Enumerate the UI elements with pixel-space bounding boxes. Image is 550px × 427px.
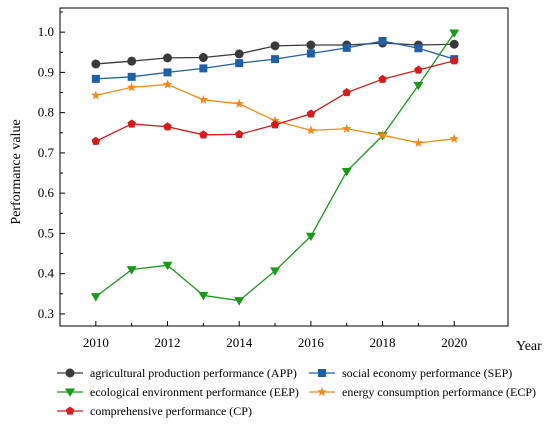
y-tick-label: 0.3 <box>38 306 54 321</box>
legend-item: comprehensive performance (CP) <box>57 404 252 418</box>
plot-frame <box>59 7 509 327</box>
data-point <box>377 130 388 140</box>
data-point <box>341 167 352 177</box>
x-tick-label: 2016 <box>298 335 325 350</box>
data-point <box>91 136 101 145</box>
series-3 <box>90 29 460 306</box>
series-line <box>95 83 455 144</box>
series-layer <box>90 29 460 306</box>
data-point <box>127 119 136 128</box>
x-axis-title: Year <box>516 339 542 354</box>
data-point <box>306 40 316 50</box>
series-1 <box>91 38 459 69</box>
data-point <box>306 109 316 118</box>
x-tick-label: 2020 <box>441 335 467 350</box>
legend: agricultural production performance (APP… <box>57 366 536 418</box>
x-axis: 2010 2012 2014 2016 2018 2020 <box>83 321 467 350</box>
data-point <box>342 88 351 97</box>
y-tick-label: 0.9 <box>38 64 54 79</box>
data-point <box>163 68 172 77</box>
data-point <box>234 297 245 306</box>
data-point <box>234 129 244 139</box>
series-5 <box>91 56 459 145</box>
data-point <box>449 39 459 49</box>
data-point <box>341 123 352 133</box>
y-axis: 0.3 0.4 0.5 0.6 0.7 0.8 0.9 1.0 <box>38 11 65 321</box>
data-point <box>127 72 136 81</box>
legend-item: social economy performance (SEP) <box>309 366 512 380</box>
legend-item: energy consumption performance (ECP) <box>309 385 536 399</box>
data-point <box>305 232 316 242</box>
data-point <box>163 53 173 63</box>
y-tick-label: 0.7 <box>38 145 55 160</box>
y-tick-label: 1.0 <box>38 24 54 39</box>
data-point <box>270 41 280 51</box>
data-point <box>91 59 101 69</box>
data-point <box>414 44 423 53</box>
x-tick-label: 2012 <box>155 335 181 350</box>
data-point <box>306 125 316 135</box>
data-point <box>449 56 459 65</box>
data-point <box>270 115 280 125</box>
data-point <box>126 82 137 92</box>
y-tick-label: 0.4 <box>38 266 55 281</box>
data-point <box>414 65 423 74</box>
y-tick-label: 0.5 <box>38 225 54 240</box>
legend-marker <box>65 388 75 397</box>
data-point <box>126 266 137 275</box>
data-point <box>163 122 172 131</box>
plot-border <box>59 7 509 327</box>
legend-label: social economy performance (SEP) <box>342 366 512 380</box>
series-4 <box>91 79 459 147</box>
data-point <box>127 56 137 66</box>
data-point <box>234 98 244 108</box>
data-point <box>306 49 315 58</box>
series-line <box>95 60 455 142</box>
data-point <box>199 64 208 73</box>
y-axis-title: Performance value <box>9 119 24 224</box>
legend-item: ecological environment performance (EEP) <box>57 385 299 399</box>
legend-marker <box>65 406 75 415</box>
data-point <box>235 59 244 68</box>
y-tick-label: 0.8 <box>38 105 54 120</box>
legend-label: agricultural production performance (APP… <box>90 366 297 380</box>
data-point <box>449 29 460 38</box>
data-point <box>270 120 280 129</box>
series-line <box>95 32 455 302</box>
data-point <box>270 267 281 276</box>
data-point <box>413 81 424 91</box>
legend-marker <box>317 387 327 397</box>
y-tick-label: 0.6 <box>38 185 55 200</box>
data-point <box>198 291 209 301</box>
legend-item: agricultural production performance (APP… <box>57 366 297 380</box>
data-point <box>234 49 244 59</box>
data-point <box>162 261 173 271</box>
legend-label: energy consumption performance (ECP) <box>342 385 536 399</box>
x-tick-label: 2010 <box>83 335 109 350</box>
legend-marker <box>318 369 326 377</box>
data-point <box>199 130 208 139</box>
data-point <box>342 43 351 52</box>
data-point <box>378 74 387 83</box>
data-point <box>198 94 209 104</box>
legend-label: ecological environment performance (EEP) <box>90 385 299 399</box>
data-point <box>449 133 459 143</box>
data-point <box>413 137 424 147</box>
data-point <box>91 74 100 83</box>
data-point <box>162 79 173 89</box>
legend-label: comprehensive performance (CP) <box>90 404 252 418</box>
data-point <box>198 53 208 63</box>
x-tick-label: 2014 <box>226 335 253 350</box>
data-point <box>271 55 280 64</box>
legend-marker <box>65 368 75 378</box>
data-point <box>378 37 387 46</box>
data-point <box>91 90 101 100</box>
x-tick-label: 2018 <box>370 335 396 350</box>
data-point <box>90 293 101 302</box>
